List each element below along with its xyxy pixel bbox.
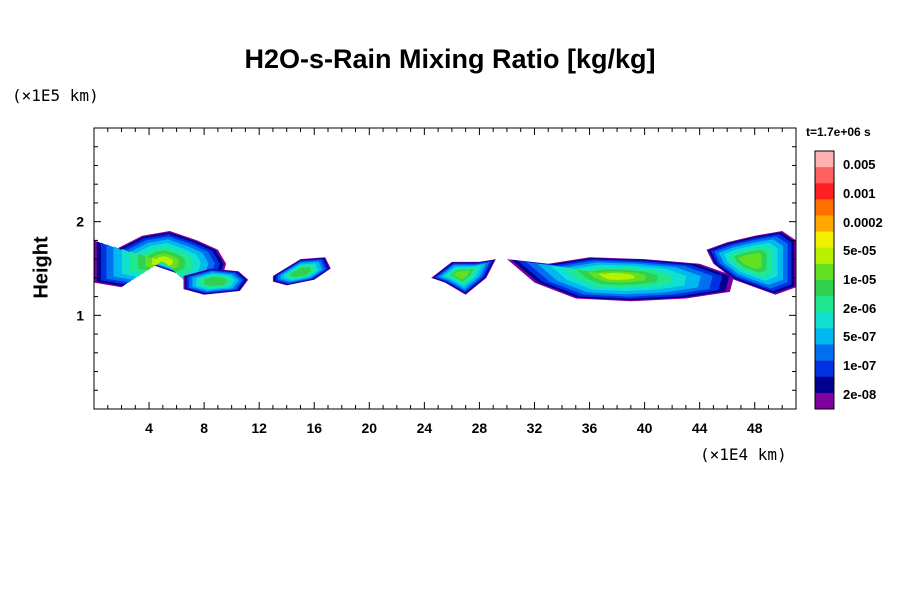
colorbar-frame [814,150,835,410]
x-tick-label: 20 [362,420,378,436]
colorbar-swatch [815,360,834,378]
colorbar-label: 0.0002 [843,215,883,230]
y-tick-label: 2 [76,214,84,230]
colorbar: 0.005 0.001 0.0002 5e-05 1e-05 2e-06 5e-07 1e-0… [814,150,883,410]
y-tick-label: 1 [76,307,84,323]
band-4-level-8 [453,270,470,280]
colorbar-swatch [815,263,834,281]
x-tick-label: 32 [527,420,543,436]
colorbar-label: 5e-05 [843,243,876,258]
x-tick-label: 36 [582,420,598,436]
x-tick-label: 28 [472,420,488,436]
band-1-level-9 [152,256,174,266]
colorbar-swatch [815,296,834,313]
x-tick-label: 40 [637,420,653,436]
colorbar-swatch [815,231,834,249]
colorbar-swatch [815,151,834,168]
colorbar-swatch [815,344,834,361]
x-tick-label: 12 [251,420,267,436]
time-label: t=1.7e+06 s [806,125,871,139]
colorbar-swatch [815,280,834,297]
x-tick-label: 4 [145,420,153,436]
band-3-level-7 [290,267,312,278]
x-tick-label: 48 [747,420,763,436]
colorbar-label: 2e-08 [843,387,876,402]
contour-fields [94,231,796,302]
colorbar-swatch [815,392,834,410]
colorbar-label: 2e-06 [843,301,876,316]
x-tick-label: 44 [692,420,708,436]
colorbar-label: 0.005 [843,157,876,172]
colorbar-swatch [815,312,834,329]
colorbar-swatch [815,199,834,216]
colorbar-label: 0.001 [843,186,876,201]
y-axis-unit: (×1E5 km) [12,86,99,105]
colorbar-swatch [815,167,834,184]
colorbar-label: 1e-07 [843,358,876,373]
colorbar-swatch [815,247,834,265]
x-tick-label: 16 [306,420,322,436]
x-tick-label: 8 [200,420,208,436]
x-tick-label: 24 [417,420,433,436]
colorbar-label: 5e-07 [843,329,876,344]
colorbar-swatch [815,328,834,345]
plot-frame [93,127,797,410]
colorbar-swatch [815,376,834,394]
x-axis-unit: (×1E4 km) [700,445,787,464]
colorbar-swatch [815,215,834,232]
chart-title: H2O-s-Rain Mixing Ratio [kg/kg] [244,44,656,74]
band-2-level-7 [204,276,228,287]
band-5-level-9 [598,272,635,280]
colorbar-swatch [815,183,834,200]
band-6-level-8 [738,252,762,270]
colorbar-label: 1e-05 [843,272,876,287]
